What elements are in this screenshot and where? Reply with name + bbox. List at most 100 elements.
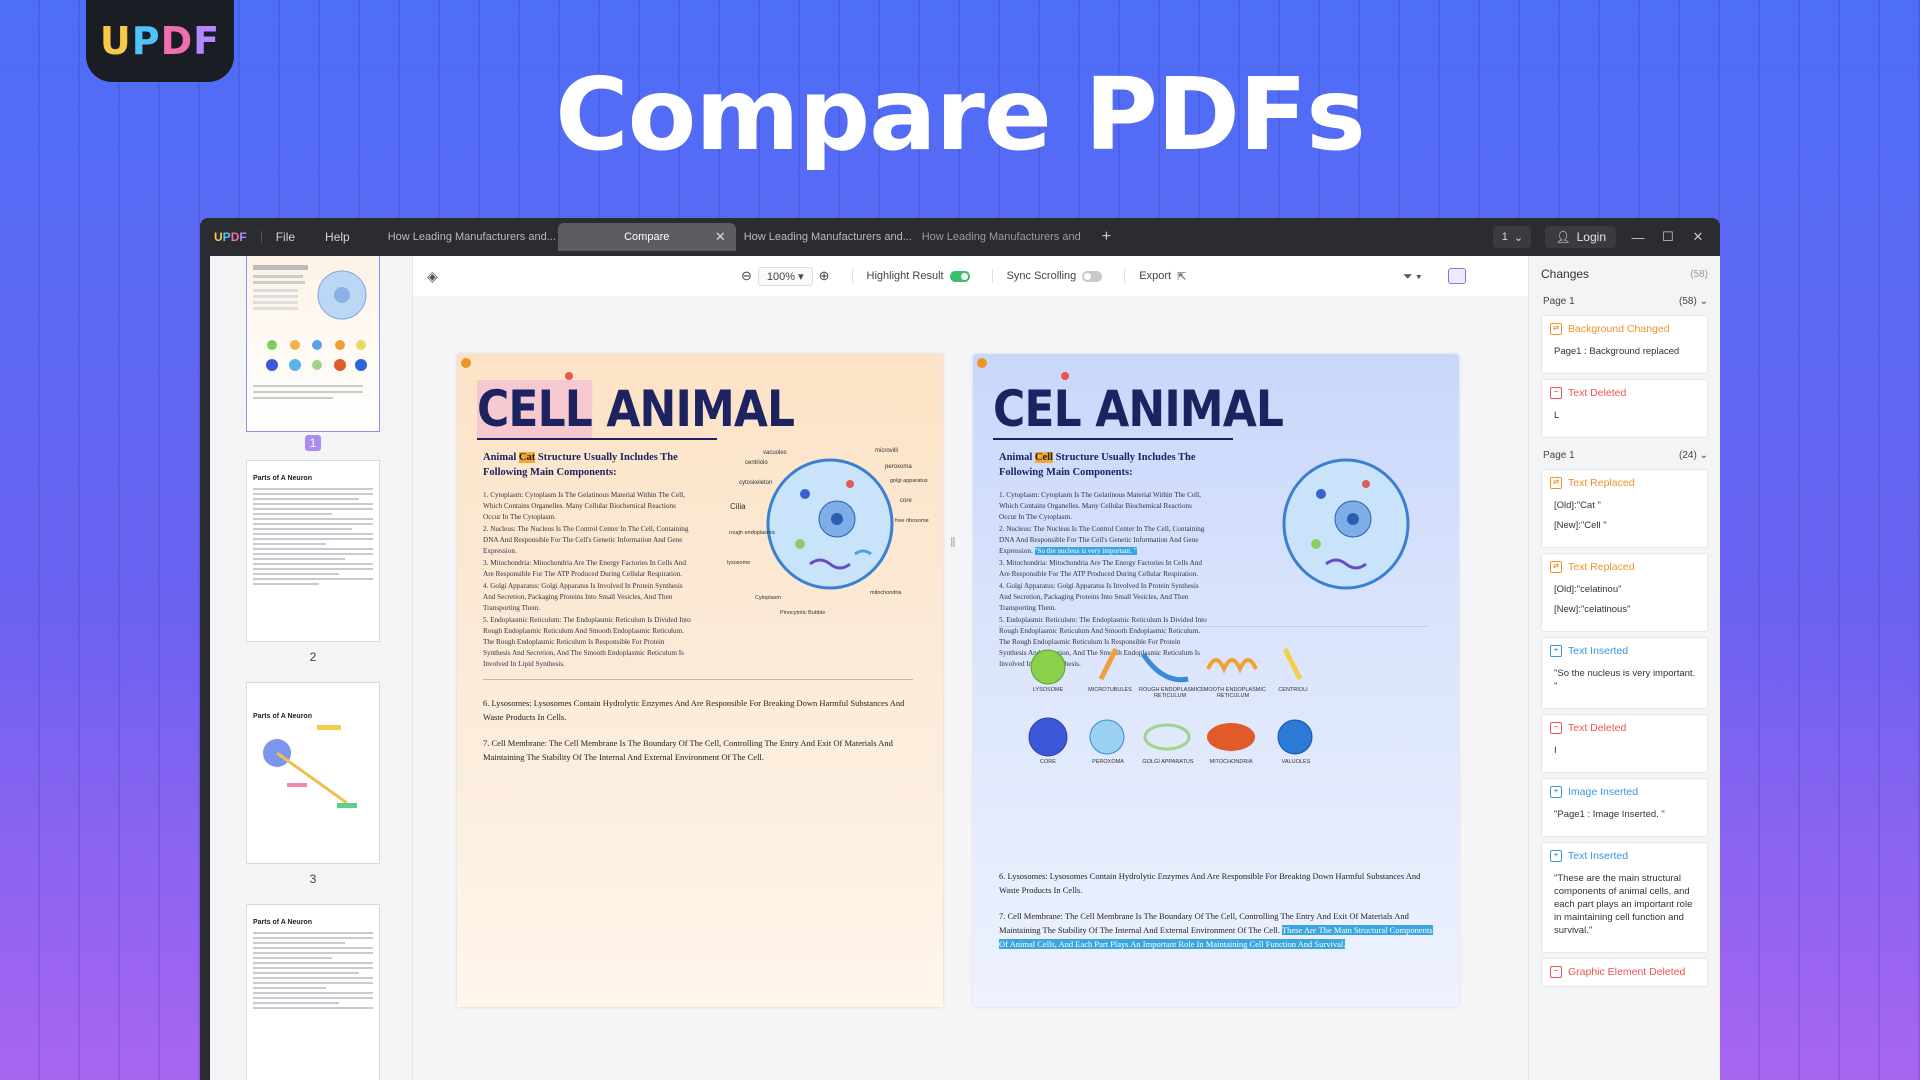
change-item[interactable]: − Graphic Element Deleted bbox=[1541, 958, 1708, 987]
cell-label: mitochondria bbox=[870, 590, 902, 596]
group-count: (58) ⌄ bbox=[1679, 295, 1708, 307]
change-detail: [Old]:"celatinou" bbox=[1554, 584, 1622, 595]
splitter-handle[interactable]: ‖ bbox=[950, 534, 956, 550]
tab-label: Compare bbox=[624, 231, 670, 243]
logo-letter: U bbox=[99, 19, 132, 63]
divider bbox=[991, 269, 993, 283]
sync-scrolling-toggle[interactable]: Sync Scrolling bbox=[1007, 270, 1103, 282]
zoom-out-icon[interactable]: ⊖ bbox=[741, 268, 752, 283]
maximize-icon[interactable]: ☐ bbox=[1662, 229, 1674, 244]
compare-toolbar: ◈ ⊖ 100% ▾ ⊕ Highlight Result Sync Scrol… bbox=[413, 256, 1528, 296]
tab-label: How Leading Manufacturers and... bbox=[743, 231, 912, 243]
change-detail: "So the nucleus is very important. " bbox=[1554, 668, 1696, 692]
tab-document-3[interactable]: How Leading Manufacturers and... bbox=[736, 223, 914, 251]
document-title: CELL ANIMAL bbox=[477, 380, 795, 438]
title-underline bbox=[993, 438, 1233, 440]
organelle-label: SMOOTH ENDOPLASMIC RETICULUM bbox=[1200, 687, 1266, 699]
tab-compare[interactable]: Compare ✕ bbox=[557, 223, 736, 251]
document-subtitle: Animal Cat Structure Usually Includes Th… bbox=[483, 452, 678, 478]
logo-letter: F bbox=[193, 19, 221, 63]
change-type: Graphic Element Deleted bbox=[1568, 966, 1686, 978]
organelle-label: PEROXOMA bbox=[1092, 759, 1124, 765]
highlight-result-toggle[interactable]: Highlight Result bbox=[867, 270, 970, 282]
filter-icon[interactable]: ⏷ ▾ bbox=[1403, 268, 1422, 283]
organelle-label: LYSOSOME bbox=[1032, 687, 1064, 693]
organelle-illustrations bbox=[1028, 647, 1313, 757]
thumbnail-title: Parts of A Neuron bbox=[253, 475, 312, 482]
change-item[interactable]: + Text Inserted "So the nucleus is very im… bbox=[1541, 637, 1708, 709]
thumbnail-page-2[interactable]: Parts of A Neuron bbox=[246, 460, 380, 642]
change-item[interactable]: ⇄ Background Changed Page1 : Background re… bbox=[1541, 315, 1708, 374]
close-window-icon[interactable]: ✕ bbox=[1692, 229, 1704, 244]
change-item[interactable]: ⇄ Text Replaced [Old]:"celatinou" [New]:"ce… bbox=[1541, 553, 1708, 632]
cell-label: lysosome bbox=[727, 560, 750, 566]
zoom-in-icon[interactable]: ⊕ bbox=[818, 268, 830, 283]
change-item[interactable]: − Text Deleted L bbox=[1541, 379, 1708, 438]
cell-label: microvilli bbox=[875, 448, 898, 454]
document-item-6: 6. Lysosomes: Lysosomes Contain Hydrolyt… bbox=[999, 871, 1421, 895]
change-item[interactable]: + Image Inserted "Page1 : Image Inserted. … bbox=[1541, 778, 1708, 837]
thumbnail-number: 1 bbox=[210, 435, 412, 451]
change-marker-icon[interactable] bbox=[461, 358, 471, 368]
menu-help[interactable]: Help bbox=[325, 230, 350, 244]
layers-icon[interactable]: ◈ bbox=[427, 267, 438, 284]
organelle-label: ROUGH ENDOPLASMIC RETICULUM bbox=[1138, 687, 1202, 699]
highlight-label: Highlight Result bbox=[866, 270, 944, 282]
thumbnail-page-3[interactable]: Parts of A Neuron bbox=[246, 682, 380, 864]
add-tab-icon[interactable]: + bbox=[1101, 228, 1112, 245]
change-detail: "Page1 : Image Inserted. " bbox=[1554, 809, 1665, 820]
change-marker-icon[interactable] bbox=[1061, 372, 1069, 380]
document-item-7: 7. Cell Membrane: The Cell Membrane Is T… bbox=[483, 738, 893, 762]
export-label: Export bbox=[1139, 270, 1172, 282]
tab-label: How Leading Manufacturers and... bbox=[387, 231, 556, 243]
minimize-icon[interactable]: — bbox=[1631, 229, 1645, 245]
change-marker-icon[interactable] bbox=[977, 358, 987, 368]
document-item-7: 7. Cell Membrane: The Cell Membrane Is T… bbox=[999, 911, 1433, 949]
export-button[interactable]: Export ⇱ bbox=[1139, 270, 1186, 283]
change-type-icon: ⇄ bbox=[1550, 477, 1562, 489]
change-type: Background Changed bbox=[1568, 323, 1670, 335]
thumbnail-title: Parts of A Neuron bbox=[253, 713, 312, 720]
thumbnail-title: Parts of A Neuron bbox=[253, 919, 312, 926]
group-label: Page 1 bbox=[1543, 449, 1575, 461]
sync-switch[interactable] bbox=[1082, 270, 1103, 282]
thumbnail-page-1[interactable] bbox=[246, 256, 380, 432]
chevron-down-icon: ⌄ bbox=[1699, 295, 1708, 307]
tab-document-4[interactable]: How Leading Manufacturers and bbox=[914, 223, 1092, 251]
change-type-icon: + bbox=[1550, 645, 1562, 657]
organelle-label: CORE bbox=[1040, 759, 1056, 765]
animal-cell-diagram: vacuoles microvilli centriolo peroxoma cyt… bbox=[727, 448, 929, 616]
login-button[interactable]: 👤︎ Login bbox=[1545, 226, 1616, 248]
change-type-icon: − bbox=[1550, 387, 1562, 399]
cell-label: rough endoplasmic bbox=[729, 530, 776, 536]
chevron-down-icon: ⌄ bbox=[1699, 449, 1708, 461]
highlight-switch[interactable] bbox=[949, 270, 970, 282]
change-type-icon: − bbox=[1550, 722, 1562, 734]
change-group-header[interactable]: Page 1 (24) ⌄ bbox=[1529, 446, 1720, 464]
zoom-level[interactable]: 100% ▾ bbox=[757, 266, 813, 286]
menu-file[interactable]: File bbox=[275, 230, 296, 244]
change-item[interactable]: − Text Deleted I bbox=[1541, 714, 1708, 773]
panel-toggle-icon[interactable] bbox=[1448, 268, 1466, 284]
thumbnail-preview bbox=[253, 265, 367, 399]
change-type: Image Inserted bbox=[1568, 786, 1639, 798]
thumbnail-page-4[interactable]: Parts of A Neuron bbox=[246, 904, 380, 1080]
change-item[interactable]: + Text Inserted "These are the main struct… bbox=[1541, 842, 1708, 953]
change-type: Text Replaced bbox=[1568, 561, 1635, 573]
change-marker-icon[interactable] bbox=[565, 372, 573, 380]
tab-document-1[interactable]: How Leading Manufacturers and... bbox=[380, 223, 558, 251]
export-icon: ⇱ bbox=[1177, 270, 1187, 283]
divider bbox=[260, 231, 262, 243]
original-document: CELL ANIMAL Animal Cat Structure Usually… bbox=[457, 354, 943, 1007]
animal-cell-diagram bbox=[1282, 458, 1410, 590]
change-detail: [Old]:"Cat " bbox=[1554, 500, 1601, 511]
page-selector[interactable]: 1 ⌄ bbox=[1493, 226, 1532, 248]
document-item-6: 6. Lysosomes: Lysosomes Contain Hydrolyt… bbox=[483, 698, 905, 722]
cell-label: Pinocytotic Bubble bbox=[780, 610, 825, 616]
change-item[interactable]: ⇄ Text Replaced [Old]:"Cat " [New]:"Cell " bbox=[1541, 469, 1708, 548]
change-type-icon: + bbox=[1550, 850, 1562, 862]
change-group-header[interactable]: Page 1 (58) ⌄ bbox=[1529, 292, 1720, 310]
close-tab-icon[interactable]: ✕ bbox=[714, 229, 726, 244]
logo-letter: D bbox=[160, 19, 194, 63]
cell-label: centriolo bbox=[745, 460, 768, 466]
